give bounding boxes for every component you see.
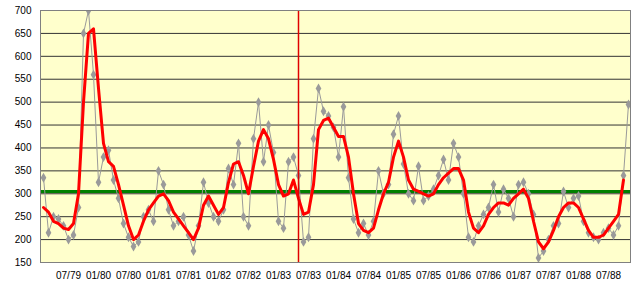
svg-text:550: 550 bbox=[15, 73, 32, 84]
svg-text:01/85: 01/85 bbox=[386, 270, 411, 281]
svg-text:07/87: 07/87 bbox=[536, 270, 561, 281]
svg-text:01/83: 01/83 bbox=[266, 270, 291, 281]
svg-text:150: 150 bbox=[15, 257, 32, 268]
svg-text:250: 250 bbox=[15, 211, 32, 222]
svg-text:500: 500 bbox=[15, 96, 32, 107]
svg-text:07/79: 07/79 bbox=[56, 270, 81, 281]
svg-text:200: 200 bbox=[15, 234, 32, 245]
svg-text:650: 650 bbox=[15, 28, 32, 39]
svg-text:450: 450 bbox=[15, 119, 32, 130]
svg-text:01/82: 01/82 bbox=[206, 270, 231, 281]
svg-text:400: 400 bbox=[15, 142, 32, 153]
svg-text:07/85: 07/85 bbox=[416, 270, 441, 281]
svg-text:01/87: 01/87 bbox=[506, 270, 531, 281]
svg-text:07/82: 07/82 bbox=[236, 270, 261, 281]
svg-text:07/86: 07/86 bbox=[476, 270, 501, 281]
svg-text:01/81: 01/81 bbox=[146, 270, 171, 281]
svg-text:01/86: 01/86 bbox=[446, 270, 471, 281]
svg-text:07/88: 07/88 bbox=[596, 270, 621, 281]
svg-text:01/84: 01/84 bbox=[326, 270, 351, 281]
svg-text:300: 300 bbox=[15, 188, 32, 199]
svg-text:07/84: 07/84 bbox=[356, 270, 381, 281]
svg-text:01/80: 01/80 bbox=[86, 270, 111, 281]
svg-text:600: 600 bbox=[15, 51, 32, 62]
svg-text:07/80: 07/80 bbox=[116, 270, 141, 281]
svg-text:07/81: 07/81 bbox=[176, 270, 201, 281]
svg-text:07/83: 07/83 bbox=[296, 270, 321, 281]
svg-text:01/88: 01/88 bbox=[566, 270, 591, 281]
svg-text:350: 350 bbox=[15, 165, 32, 176]
svg-text:700: 700 bbox=[15, 5, 32, 16]
